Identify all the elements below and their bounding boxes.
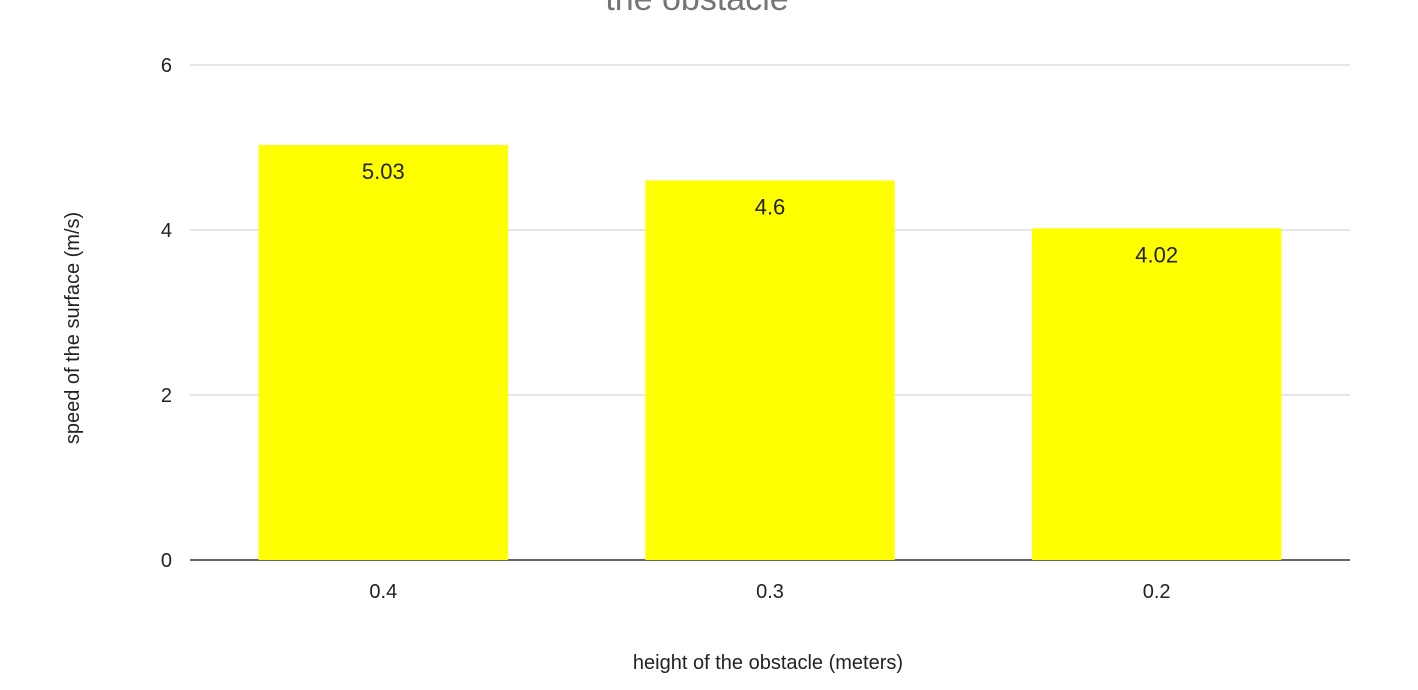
x-tick-label: 0.4 <box>369 581 397 603</box>
x-tick-label: 0.3 <box>756 581 784 603</box>
bar <box>258 145 509 560</box>
x-axis-ticks: 0.4 0.3 0.2 <box>369 581 1170 603</box>
x-axis-title: height of the obstacle (meters) <box>633 652 903 674</box>
y-axis-ticks: 0 2 4 6 <box>161 55 172 572</box>
data-labels: 5.03 4.6 4.02 <box>362 159 1178 267</box>
bar-value-label: 5.03 <box>362 159 405 184</box>
x-tick-label: 0.2 <box>1143 581 1171 603</box>
bar-value-label: 4.6 <box>755 195 786 220</box>
y-tick-label: 0 <box>161 550 172 572</box>
y-tick-label: 6 <box>161 55 172 77</box>
y-tick-label: 2 <box>161 385 172 407</box>
y-axis-title: speed of the surface (m/s) <box>62 212 84 444</box>
bar <box>1031 228 1282 560</box>
chart-title: the obstacle <box>605 0 788 18</box>
bar <box>645 180 895 560</box>
bars <box>258 145 1282 560</box>
y-tick-label: 4 <box>161 220 172 242</box>
bar-value-label: 4.02 <box>1135 242 1178 267</box>
